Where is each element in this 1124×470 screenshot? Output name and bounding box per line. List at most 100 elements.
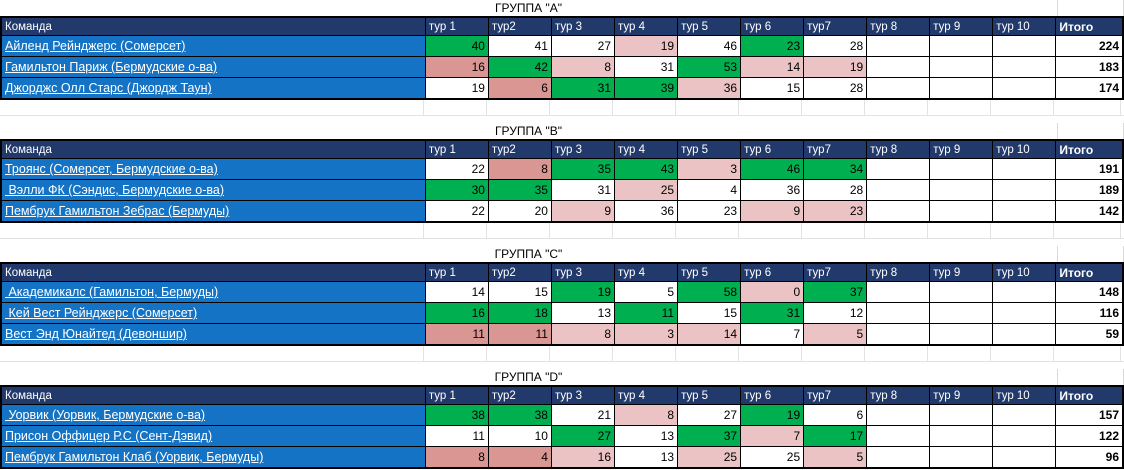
round-column-header[interactable]: тур 3 [550,262,616,282]
score-cell[interactable]: 22 [424,200,489,223]
score-cell[interactable]: 53 [677,56,742,78]
score-cell[interactable]: 31 [550,77,616,100]
round-column-header[interactable]: тур 5 [677,139,742,159]
score-cell[interactable]: 31 [550,179,616,201]
total-cell[interactable]: 142 [1055,200,1124,223]
score-cell[interactable] [866,77,931,100]
score-cell[interactable]: 23 [677,200,742,223]
score-cell[interactable]: 15 [740,77,805,100]
score-cell[interactable] [929,77,994,100]
total-column-header[interactable]: Итого [1055,16,1124,36]
round-column-header[interactable]: тур 8 [866,385,931,405]
team-name-cell[interactable]: Академикалс (Гамильтон, Бермуды) [0,281,426,303]
score-cell[interactable]: 34 [803,158,868,180]
round-column-header[interactable]: тур 10 [992,139,1057,159]
score-cell[interactable]: 16 [424,302,489,324]
score-cell[interactable] [992,35,1057,57]
round-column-header[interactable]: тур 5 [677,385,742,405]
score-cell[interactable]: 46 [677,35,742,57]
round-column-header[interactable]: тур 1 [424,262,489,282]
score-cell[interactable]: 6 [803,404,868,426]
team-name-cell[interactable]: Джорджс Олл Старс (Джордж Таун) [0,77,426,100]
score-cell[interactable]: 11 [487,323,552,346]
round-column-header[interactable]: тур 4 [614,139,679,159]
score-cell[interactable]: 27 [550,35,616,57]
score-cell[interactable]: 15 [487,281,552,303]
score-cell[interactable]: 30 [424,179,489,201]
score-cell[interactable]: 23 [740,35,805,57]
total-cell[interactable]: 191 [1055,158,1124,180]
score-cell[interactable] [992,446,1057,469]
total-column-header[interactable]: Итого [1055,385,1124,405]
score-cell[interactable]: 16 [550,446,616,469]
score-cell[interactable] [866,35,931,57]
score-cell[interactable] [992,158,1057,180]
score-cell[interactable]: 5 [614,281,679,303]
score-cell[interactable]: 15 [677,302,742,324]
score-cell[interactable]: 41 [487,35,552,57]
score-cell[interactable] [929,446,994,469]
round-column-header[interactable]: тур 5 [677,262,742,282]
score-cell[interactable] [929,281,994,303]
score-cell[interactable]: 13 [614,446,679,469]
score-cell[interactable]: 13 [614,425,679,447]
score-cell[interactable]: 8 [487,158,552,180]
total-cell[interactable]: 96 [1055,446,1124,469]
round-column-header[interactable]: тур 9 [929,385,994,405]
score-cell[interactable]: 8 [424,446,489,469]
score-cell[interactable]: 13 [550,302,616,324]
team-name-cell[interactable]: Пембрук Гамильтон Клаб (Уорвик, Бермуды) [0,446,426,469]
score-cell[interactable]: 20 [487,200,552,223]
team-name-cell[interactable]: Троянс (Сомерсет, Бермудские о-ва) [0,158,426,180]
score-cell[interactable]: 58 [677,281,742,303]
total-cell[interactable]: 183 [1055,56,1124,78]
score-cell[interactable] [992,404,1057,426]
round-column-header[interactable]: тур 4 [614,262,679,282]
round-column-header[interactable]: тур2 [487,16,552,36]
team-name-cell[interactable]: Присон Оффицер Р.С (Сент-Дэвид) [0,425,426,447]
round-column-header[interactable]: тур 8 [866,16,931,36]
round-column-header[interactable]: тур 3 [550,139,616,159]
score-cell[interactable]: 27 [677,404,742,426]
score-cell[interactable]: 16 [424,56,489,78]
team-name-cell[interactable]: Кей Вест Рейнджерс (Сомерсет) [0,302,426,324]
score-cell[interactable] [866,323,931,346]
score-cell[interactable]: 14 [424,281,489,303]
round-column-header[interactable]: тур 9 [929,262,994,282]
team-column-header[interactable]: Команда [0,139,426,159]
score-cell[interactable] [992,77,1057,100]
score-cell[interactable]: 36 [740,179,805,201]
score-cell[interactable]: 31 [740,302,805,324]
round-column-header[interactable]: тур7 [803,385,868,405]
score-cell[interactable]: 25 [677,446,742,469]
score-cell[interactable]: 17 [803,425,868,447]
score-cell[interactable] [866,179,931,201]
score-cell[interactable]: 5 [803,323,868,346]
score-cell[interactable]: 11 [424,323,489,346]
score-cell[interactable]: 6 [487,77,552,100]
score-cell[interactable]: 19 [740,404,805,426]
score-cell[interactable]: 38 [487,404,552,426]
round-column-header[interactable]: тур 4 [614,385,679,405]
score-cell[interactable]: 10 [487,425,552,447]
score-cell[interactable]: 21 [550,404,616,426]
score-cell[interactable] [929,179,994,201]
score-cell[interactable] [929,200,994,223]
round-column-header[interactable]: тур 3 [550,16,616,36]
score-cell[interactable]: 38 [424,404,489,426]
score-cell[interactable] [866,404,931,426]
team-name-cell[interactable]: Вэлли ФК (Сэндис, Бермудские о-ва) [0,179,426,201]
score-cell[interactable]: 25 [614,179,679,201]
score-cell[interactable]: 18 [487,302,552,324]
total-cell[interactable]: 116 [1055,302,1124,324]
round-column-header[interactable]: тур 8 [866,262,931,282]
score-cell[interactable]: 31 [614,56,679,78]
round-column-header[interactable]: тур 10 [992,262,1057,282]
round-column-header[interactable]: тур 5 [677,16,742,36]
score-cell[interactable] [929,404,994,426]
score-cell[interactable] [929,35,994,57]
score-cell[interactable]: 46 [740,158,805,180]
score-cell[interactable] [992,179,1057,201]
round-column-header[interactable]: тур7 [803,139,868,159]
round-column-header[interactable]: тур7 [803,262,868,282]
